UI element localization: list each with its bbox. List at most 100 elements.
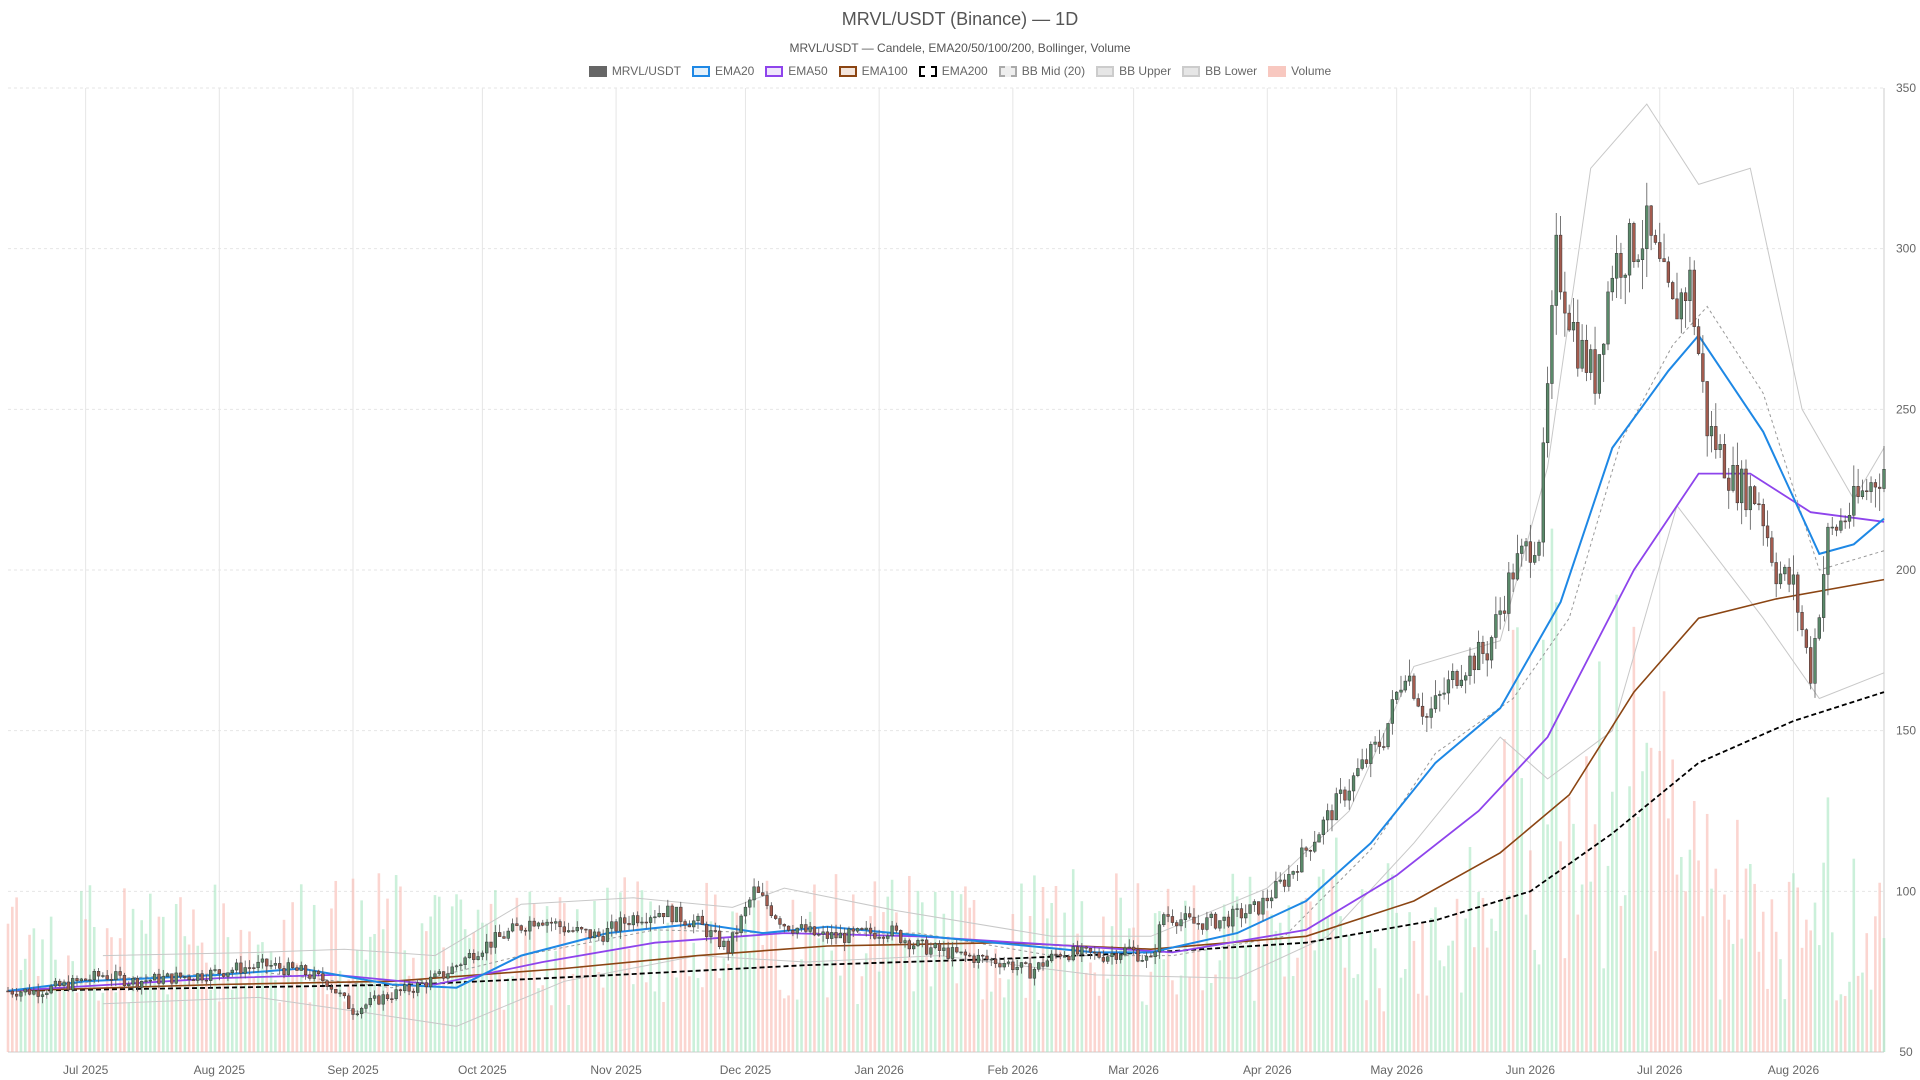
candle-body — [541, 922, 545, 926]
candle-body — [217, 969, 221, 974]
volume-bar — [226, 937, 230, 1052]
volume-bar — [1033, 875, 1036, 1052]
candle-body — [1006, 961, 1011, 964]
candle-body — [303, 965, 308, 976]
legend-item[interactable]: EMA200 — [918, 64, 988, 78]
candle-body — [1796, 574, 1800, 613]
candle-body — [1705, 381, 1709, 437]
candle-body — [562, 926, 566, 933]
candle-body — [1269, 897, 1274, 902]
volume-bar — [899, 930, 903, 1052]
legend-item[interactable]: EMA20 — [691, 64, 754, 78]
volume-bar — [1278, 922, 1282, 1052]
candle-body — [549, 921, 554, 924]
candle-body — [808, 926, 812, 932]
x-tick-label: Feb 2026 — [987, 1063, 1038, 1077]
candle-body — [843, 932, 847, 943]
candle-body — [1744, 468, 1748, 511]
volume-bar — [1740, 938, 1743, 1052]
candle-body — [1679, 292, 1683, 320]
x-tick-label: Mar 2026 — [1108, 1063, 1159, 1077]
candle-body — [1123, 947, 1127, 956]
volume-bar — [200, 942, 204, 1052]
legend-item[interactable]: EMA100 — [838, 64, 908, 78]
volume-bar — [1274, 930, 1278, 1052]
volume-bar — [399, 886, 402, 1052]
candle-body — [467, 953, 472, 959]
candle-body — [1752, 486, 1757, 505]
candle-body — [847, 928, 851, 943]
candle-body — [778, 918, 782, 925]
candle-body — [1369, 744, 1373, 764]
candle-body — [1088, 948, 1093, 953]
volume-bar — [1684, 891, 1687, 1052]
volume-bar — [1140, 1001, 1144, 1052]
legend-item[interactable]: MRVL/USDT — [588, 64, 681, 78]
candle-body — [1338, 789, 1343, 794]
legend-item[interactable]: BB Lower — [1182, 64, 1257, 78]
volume-bar — [1835, 1000, 1838, 1052]
candle-body — [704, 924, 709, 937]
volume-bar — [1654, 951, 1657, 1052]
volume-bar — [1158, 911, 1161, 1052]
x-tick-label: Nov 2025 — [590, 1063, 642, 1077]
candle-body — [1485, 653, 1489, 661]
legend-label: EMA100 — [861, 64, 908, 78]
candle-body — [661, 913, 666, 918]
candle-body — [1097, 952, 1101, 958]
candle-body — [243, 967, 247, 974]
legend-item[interactable]: Volume — [1268, 64, 1331, 78]
candle-body — [1558, 234, 1563, 293]
volume-bar — [15, 897, 18, 1052]
candle-body — [312, 970, 316, 979]
candle-body — [109, 979, 114, 981]
candle-body — [1571, 322, 1576, 331]
volume-bar — [860, 976, 864, 1052]
candle-body — [946, 947, 950, 959]
volume-bar — [972, 899, 976, 1052]
candle-body — [653, 916, 657, 919]
candle-body — [610, 921, 614, 929]
legend-item[interactable]: BB Upper — [1096, 64, 1171, 78]
volume-bar — [101, 992, 105, 1052]
volume-bar — [1550, 528, 1554, 1052]
candle-body — [894, 925, 899, 931]
candle-body — [1459, 679, 1464, 686]
candle-body — [683, 921, 687, 926]
y-tick-label: 200 — [1896, 563, 1916, 577]
volume-bar — [1300, 900, 1304, 1052]
x-tick-label: Aug 2025 — [194, 1063, 246, 1077]
volume-bar — [1046, 918, 1049, 1052]
candle-body — [942, 947, 946, 951]
legend-label: MRVL/USDT — [611, 64, 681, 78]
candle-body — [1373, 741, 1377, 745]
x-tick-label: Dec 2025 — [720, 1063, 772, 1077]
candle-body — [890, 925, 894, 937]
candle-body — [472, 953, 476, 960]
candle-body — [1476, 641, 1481, 671]
volume-bar — [1304, 897, 1308, 1052]
volume-bar — [1736, 819, 1739, 1052]
volume-bar — [442, 947, 445, 1052]
volume-bar — [722, 958, 726, 1052]
volume-bar — [321, 986, 325, 1052]
candle-body — [933, 943, 937, 948]
candle-body — [873, 932, 877, 939]
candle-body — [1287, 874, 1291, 887]
volume-bar — [1554, 602, 1558, 1052]
candle-body — [1554, 234, 1558, 306]
candle-body — [372, 995, 377, 999]
legend-item[interactable]: EMA50 — [765, 64, 828, 78]
volume-bar — [334, 880, 338, 1052]
y-tick-label: 150 — [1896, 724, 1916, 738]
volume-bar — [791, 899, 795, 1052]
candle-body — [1748, 486, 1752, 511]
candle-body — [1024, 962, 1028, 964]
legend-item[interactable]: BB Mid (20) — [998, 64, 1085, 78]
volume-bar — [166, 994, 169, 1052]
volume-bar — [864, 953, 868, 1052]
volume-bar — [1537, 964, 1541, 1052]
volume-bar — [696, 978, 700, 1052]
volume-bar — [1343, 967, 1347, 1052]
candle-body — [36, 989, 40, 997]
